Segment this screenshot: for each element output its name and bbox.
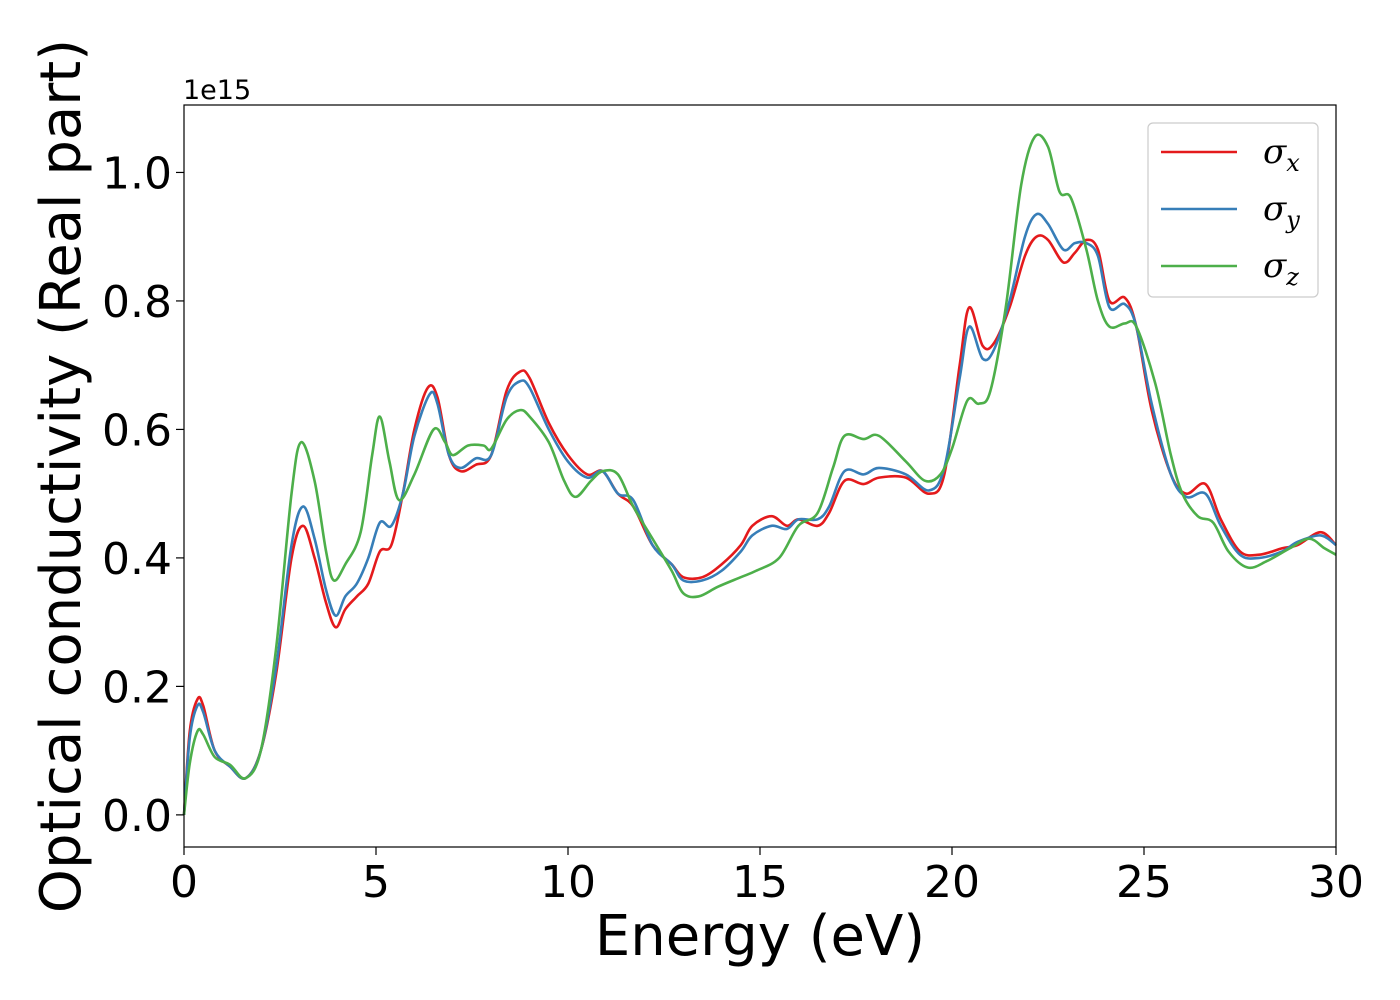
plot-area [184, 105, 1336, 847]
y-tick-label: 0.0 [102, 791, 172, 842]
x-tick-label: 25 [1116, 857, 1172, 908]
legend-label-x: σx [1263, 132, 1300, 177]
legend-label-z: σz [1263, 246, 1299, 291]
x-axis-ticks: 0 5 10 15 20 25 30 [170, 847, 1364, 908]
y-tick-label: 0.2 [102, 662, 172, 713]
legend: σx σy σz [1147, 122, 1319, 298]
y-axis-ticks: 0.0 0.2 0.4 0.6 0.8 1.0 [102, 148, 184, 842]
y-tick-label: 0.4 [102, 534, 172, 585]
y-tick-label: 0.8 [102, 277, 172, 328]
y-offset-label: 1e15 [183, 75, 251, 106]
x-tick-label: 5 [362, 857, 390, 908]
y-tick-label: 1.0 [102, 148, 172, 199]
series-line-z [182, 133, 1337, 816]
x-axis-title: Energy (eV) [595, 904, 925, 969]
x-tick-label: 30 [1308, 857, 1364, 908]
series-line-y [182, 212, 1337, 815]
y-axis-title: Optical conductivity (Real part) [29, 39, 94, 913]
legend-label-y: σy [1263, 189, 1300, 234]
y-tick-label: 0.6 [102, 405, 172, 456]
series-layer [182, 133, 1337, 816]
series-line-x [182, 234, 1337, 815]
x-tick-label: 20 [924, 857, 980, 908]
x-tick-label: 10 [540, 857, 596, 908]
x-tick-label: 15 [732, 857, 788, 908]
x-tick-label: 0 [170, 857, 198, 908]
